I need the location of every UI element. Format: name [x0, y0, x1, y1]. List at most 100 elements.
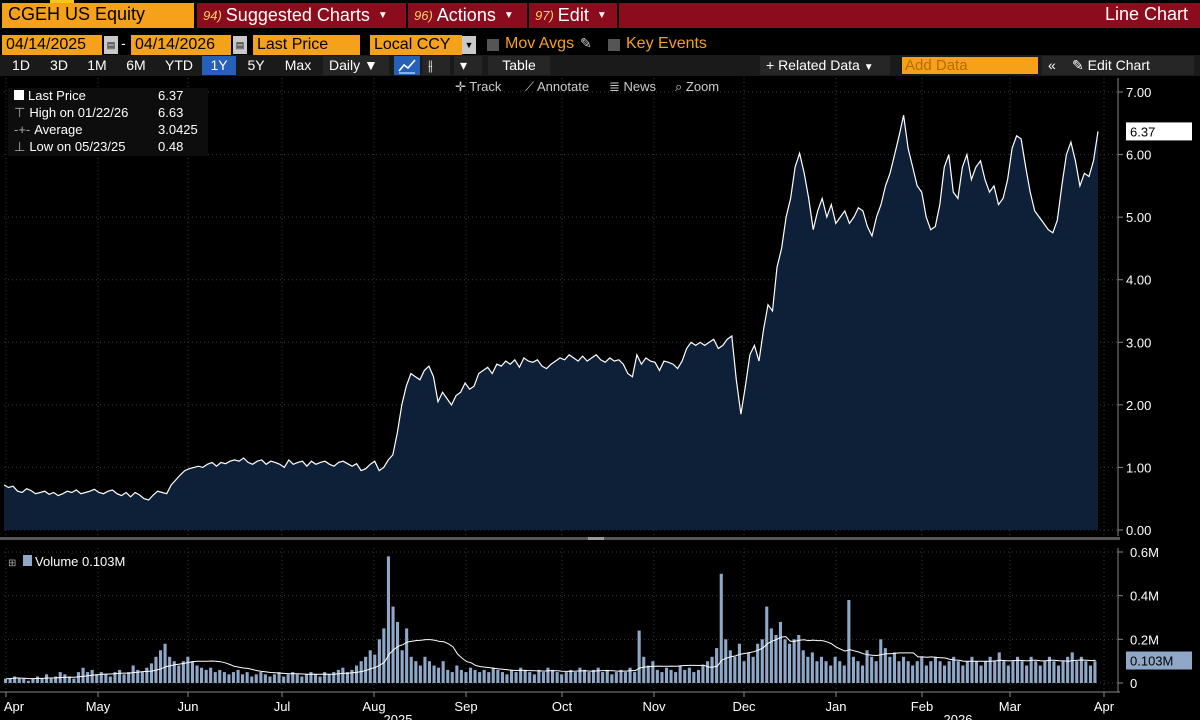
volume-bar [614, 672, 618, 683]
volume-bar [314, 674, 318, 683]
legend-last-price[interactable]: Last Price [14, 88, 86, 104]
volume-bar [888, 656, 892, 683]
volume-bar [423, 656, 427, 683]
related-data-button[interactable]: + Related Data ▼ [760, 56, 890, 75]
key-events-checkbox[interactable] [608, 39, 620, 51]
period-1m[interactable]: 1M [87, 57, 107, 73]
volume-bar [870, 656, 874, 683]
volume-bar [469, 667, 473, 683]
menu-divider [406, 3, 408, 28]
period-max[interactable]: Max [284, 57, 312, 73]
volume-legend[interactable]: ⊞ Volume 0.103M [8, 553, 125, 571]
volume-bar [997, 652, 1001, 683]
key-events-label[interactable]: Key Events [626, 35, 707, 52]
currency-select[interactable]: Local CCY [370, 35, 462, 55]
price-tick-label: 5.00 [1126, 210, 1151, 225]
volume-bar [40, 678, 44, 683]
volume-bar [578, 667, 582, 683]
volume-bar [505, 674, 509, 683]
period-5y[interactable]: 5Y [247, 57, 265, 73]
volume-bar [592, 669, 596, 683]
caret-down-icon: ▼ [596, 10, 607, 21]
period-1y[interactable]: 1Y [202, 56, 236, 75]
volume-bar [478, 672, 482, 683]
volume-bar [500, 672, 504, 683]
menu-suggested-charts[interactable]: 94) Suggested Charts ▼ [203, 3, 388, 28]
volume-tick-label: 0.6M [1130, 545, 1159, 560]
price-tick-label: 2.00 [1126, 398, 1151, 413]
volume-bar [172, 661, 176, 683]
volume-bar [464, 672, 468, 683]
pencil-icon[interactable]: ✎ [580, 35, 592, 51]
legend-label: Average [34, 122, 83, 137]
volume-bar [883, 648, 887, 683]
volume-bar [446, 669, 450, 683]
period-1d[interactable]: 1D [12, 57, 30, 73]
add-data-input[interactable]: Add Data [902, 57, 1038, 74]
annotate-tool[interactable]: ⟋ Annotate [525, 78, 589, 96]
period-ytd[interactable]: YTD [165, 57, 193, 73]
volume-bar [747, 652, 751, 683]
volume-bar [136, 669, 140, 683]
volume-bar [938, 661, 942, 683]
end-date-field[interactable]: 04/14/2026 [131, 35, 231, 55]
panel-resize-handle [588, 537, 604, 540]
volume-bar [373, 654, 377, 683]
mov-avgs-label[interactable]: Mov Avgs [505, 35, 575, 52]
volume-bar [952, 656, 956, 683]
volume-bar [587, 672, 591, 683]
chevron-down-icon[interactable]: ▼ [462, 36, 476, 54]
menu-edit[interactable]: 97) Edit ▼ [535, 3, 607, 28]
track-tool[interactable]: ✛ Track [455, 78, 501, 96]
legend-low: ⊥ Low on 05/23/25 [14, 139, 125, 155]
mov-avgs-checkbox[interactable] [487, 39, 499, 51]
volume-bar [286, 674, 290, 683]
menu-actions[interactable]: 96) Actions ▼ [414, 3, 514, 28]
volume-bar [943, 665, 947, 683]
ticker-field[interactable]: CGEH US Equity [2, 3, 194, 28]
volume-bar [99, 672, 103, 683]
volume-bar [450, 672, 454, 683]
price-tick-label: 6.00 [1126, 148, 1151, 163]
volume-bar [108, 676, 112, 683]
line-chart-icon[interactable] [394, 56, 420, 75]
edit-chart-button[interactable]: ✎ Edit Chart [1066, 56, 1194, 75]
price-tick-label: 3.00 [1126, 335, 1151, 350]
volume-bar [22, 678, 26, 683]
volume-bar [974, 661, 978, 683]
table-button[interactable]: Table [488, 56, 550, 75]
volume-bar [665, 667, 669, 683]
volume-bar [792, 639, 796, 683]
news-tool[interactable]: ≣ News [609, 78, 656, 96]
calendar-icon[interactable]: ▤ [104, 36, 118, 54]
field-select[interactable]: Last Price [253, 35, 360, 55]
month-tick-label: Feb [911, 699, 933, 714]
volume-bar [181, 661, 185, 683]
calendar-icon[interactable]: ▤ [233, 36, 247, 54]
volume-bar [432, 665, 436, 683]
period-3d[interactable]: 3D [50, 57, 68, 73]
volume-bar [323, 672, 327, 683]
edit-chart-label: Edit Chart [1087, 57, 1150, 73]
volume-bar [1057, 665, 1061, 683]
frequency-select[interactable]: Daily ▼ [323, 56, 389, 75]
chart-type-dropdown[interactable]: ▾ [454, 56, 482, 75]
volume-bar [209, 667, 213, 683]
date-separator: - [121, 35, 126, 51]
volume-bar [26, 680, 30, 683]
start-date-field[interactable]: 04/14/2025 [2, 35, 102, 55]
last-price-tag [1126, 122, 1192, 141]
collapse-icon[interactable]: « [1042, 56, 1066, 75]
month-tick-label: Jan [826, 699, 847, 714]
candlestick-icon[interactable]: ⫲ [422, 56, 450, 75]
volume-bar [368, 650, 372, 684]
period-6m[interactable]: 6M [126, 57, 146, 73]
volume-bar [687, 667, 691, 683]
zoom-tool[interactable]: ⌕ Zoom [675, 78, 719, 96]
volume-bar [35, 676, 39, 683]
volume-bar [345, 672, 349, 683]
settings-row: 04/14/2025 ▤ - 04/14/2026 ▤ Last Price L… [0, 34, 1200, 56]
volume-bar [186, 656, 190, 683]
volume-tag-label: 0.103M [1130, 654, 1173, 669]
